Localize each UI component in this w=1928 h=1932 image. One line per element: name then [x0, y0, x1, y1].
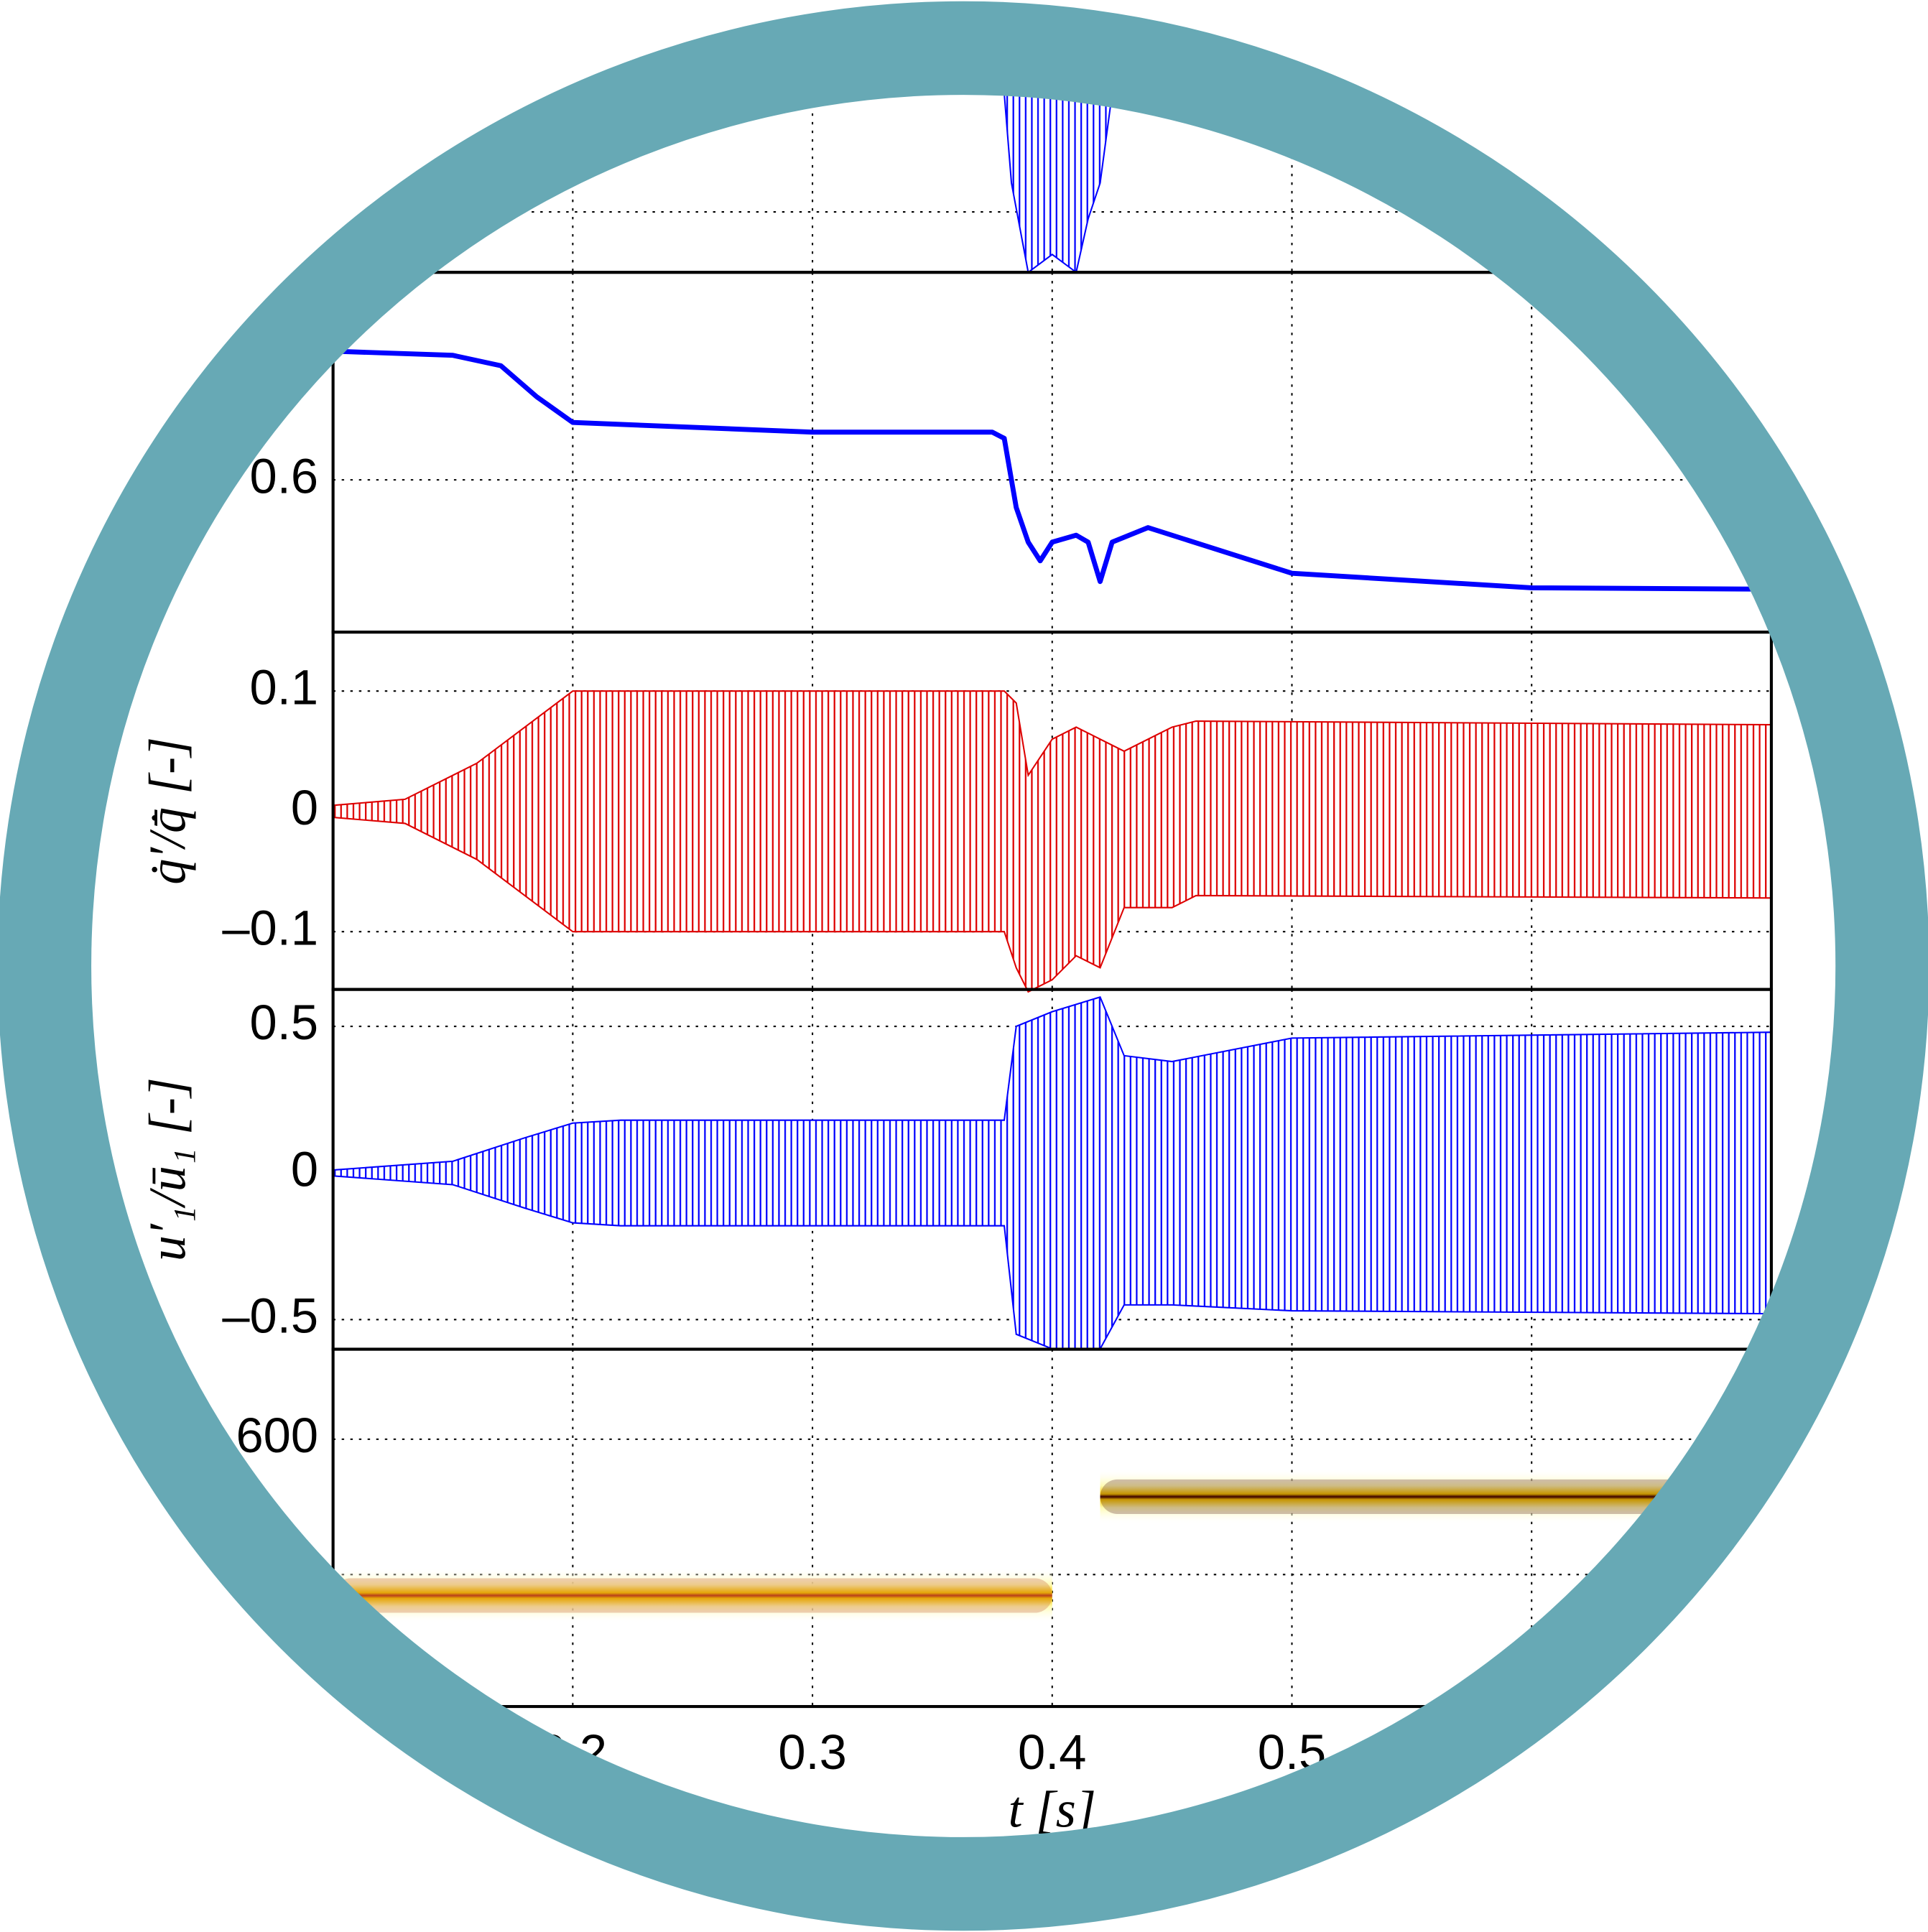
- x-axis-label: t [s]: [1009, 1781, 1096, 1839]
- spectral-band-tint: [333, 1578, 1052, 1613]
- y-tick-label: 0: [291, 780, 318, 835]
- y-tick-label: –0.5: [222, 1288, 318, 1343]
- y-axis-label: q̇′/q̄̇ [-]: [139, 737, 196, 885]
- y-tick-label: 0.6: [250, 448, 318, 503]
- spectral-band-tint: [1100, 1479, 1771, 1514]
- y-tick-label: 0: [291, 1141, 318, 1197]
- spectral-band: [333, 1568, 1052, 1623]
- x-tick-label: 0.4: [1018, 1724, 1086, 1780]
- y-axis-label: u′₁/ū₁ [-]: [139, 1077, 196, 1261]
- y-tick-label: 600: [236, 1408, 318, 1463]
- y-tick-label: 0.5: [250, 995, 318, 1050]
- y-tick-label: –0.1: [222, 900, 318, 955]
- data-line: [333, 348, 1771, 592]
- y-tick-label: 0.1: [250, 659, 318, 715]
- x-tick-label: 0.3: [778, 1724, 846, 1780]
- chart-area: 0.6 0.1 0 –0.1 q̇′/q̄̇ [-] 0.5 0 –0.5 u′₁/ū₁ [-]…: [139, 88, 1773, 1839]
